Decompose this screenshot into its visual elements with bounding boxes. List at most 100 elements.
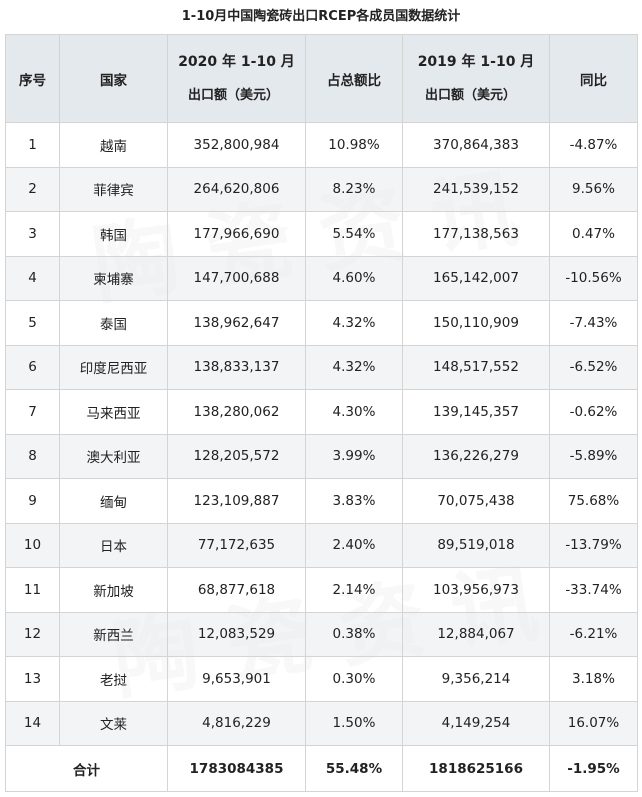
- cell-2020-value: 9,653,901: [167, 656, 306, 702]
- cell-2020-value: 4,816,229: [167, 700, 306, 746]
- cell-2019-value: 165,142,007: [402, 255, 550, 301]
- header-country: 国家: [59, 34, 168, 123]
- table-row: 13 老挝 9,653,901 0.30% 9,356,214 3.18%: [5, 656, 638, 702]
- cell-country: 马来西亚: [59, 389, 168, 435]
- cell-index: 1: [5, 122, 60, 168]
- cell-2020-value: 264,620,806: [167, 166, 306, 212]
- cell-index: 2: [5, 166, 60, 212]
- cell-yoy: -4.87%: [549, 122, 638, 168]
- cell-2020-value: 123,109,887: [167, 478, 306, 524]
- cell-yoy: -5.89%: [549, 433, 638, 479]
- cell-index: 4: [5, 255, 60, 301]
- cell-yoy: 0.47%: [549, 211, 638, 257]
- cell-index: 3: [5, 211, 60, 257]
- cell-yoy: 16.07%: [549, 700, 638, 746]
- table-row: 10 日本 77,172,635 2.40% 89,519,018 -13.79%: [5, 522, 638, 568]
- cell-share: 5.54%: [305, 211, 403, 257]
- cell-2019-value: 70,075,438: [402, 478, 550, 524]
- table-row: 12 新西兰 12,083,529 0.38% 12,884,067 -6.21%: [5, 611, 638, 657]
- header-2020: 2020 年 1-10 月 出口额（美元）: [167, 34, 306, 123]
- cell-share: 1.50%: [305, 700, 403, 746]
- cell-2020-value: 352,800,984: [167, 122, 306, 168]
- header-2020-unit: 出口额（美元）: [188, 87, 280, 103]
- cell-share: 10.98%: [305, 122, 403, 168]
- cell-2020-value: 138,833,137: [167, 344, 306, 390]
- cell-2020-value: 138,280,062: [167, 389, 306, 435]
- cell-index: 11: [5, 567, 60, 613]
- cell-index: 13: [5, 656, 60, 702]
- total-yoy: -1.95%: [549, 745, 638, 792]
- cell-2019-value: 139,145,357: [402, 389, 550, 435]
- cell-2019-value: 89,519,018: [402, 522, 550, 568]
- cell-share: 0.38%: [305, 611, 403, 657]
- total-2020: 1783084385: [167, 745, 306, 792]
- cell-2020-value: 128,205,572: [167, 433, 306, 479]
- header-2019: 2019 年 1-10 月 出口额（美元）: [402, 34, 550, 123]
- header-row: 序号 国家 2020 年 1-10 月 出口额（美元） 占总额比 2019 年 …: [5, 34, 638, 123]
- data-table: 序号 国家 2020 年 1-10 月 出口额（美元） 占总额比 2019 年 …: [5, 34, 638, 792]
- header-yoy: 同比: [549, 34, 638, 123]
- cell-index: 5: [5, 300, 60, 346]
- header-2020-year: 2020 年 1-10 月: [178, 53, 295, 70]
- cell-share: 0.30%: [305, 656, 403, 702]
- cell-country: 韩国: [59, 211, 168, 257]
- cell-share: 2.14%: [305, 567, 403, 613]
- cell-yoy: 75.68%: [549, 478, 638, 524]
- cell-country: 新加坡: [59, 567, 168, 613]
- cell-yoy: 3.18%: [549, 656, 638, 702]
- cell-index: 9: [5, 478, 60, 524]
- cell-2019-value: 12,884,067: [402, 611, 550, 657]
- cell-index: 10: [5, 522, 60, 568]
- cell-yoy: -10.56%: [549, 255, 638, 301]
- cell-2020-value: 77,172,635: [167, 522, 306, 568]
- table-row: 1 越南 352,800,984 10.98% 370,864,383 -4.87%: [5, 122, 638, 168]
- total-share: 55.48%: [305, 745, 403, 792]
- cell-share: 3.99%: [305, 433, 403, 479]
- cell-index: 14: [5, 700, 60, 746]
- total-2019: 1818625166: [402, 745, 550, 792]
- table-row: 2 菲律宾 264,620,806 8.23% 241,539,152 9.56%: [5, 166, 638, 212]
- cell-2019-value: 150,110,909: [402, 300, 550, 346]
- cell-index: 6: [5, 344, 60, 390]
- cell-share: 3.83%: [305, 478, 403, 524]
- cell-yoy: -0.62%: [549, 389, 638, 435]
- cell-index: 12: [5, 611, 60, 657]
- cell-share: 2.40%: [305, 522, 403, 568]
- cell-2019-value: 241,539,152: [402, 166, 550, 212]
- cell-country: 菲律宾: [59, 166, 168, 212]
- cell-country: 新西兰: [59, 611, 168, 657]
- table-row: 3 韩国 177,966,690 5.54% 177,138,563 0.47%: [5, 211, 638, 257]
- table-row: 8 澳大利亚 128,205,572 3.99% 136,226,279 -5.89%: [5, 433, 638, 479]
- cell-share: 4.30%: [305, 389, 403, 435]
- table-row: 4 柬埔寨 147,700,688 4.60% 165,142,007 -10.56%: [5, 255, 638, 301]
- cell-share: 4.32%: [305, 344, 403, 390]
- cell-share: 4.32%: [305, 300, 403, 346]
- cell-country: 日本: [59, 522, 168, 568]
- cell-2020-value: 12,083,529: [167, 611, 306, 657]
- table-row: 5 泰国 138,962,647 4.32% 150,110,909 -7.43%: [5, 300, 638, 346]
- total-row: 合计 1783084385 55.48% 1818625166 -1.95%: [5, 745, 638, 792]
- cell-2019-value: 9,356,214: [402, 656, 550, 702]
- cell-country: 老挝: [59, 656, 168, 702]
- cell-yoy: -6.52%: [549, 344, 638, 390]
- table-row: 11 新加坡 68,877,618 2.14% 103,956,973 -33.74%: [5, 567, 638, 613]
- cell-yoy: -6.21%: [549, 611, 638, 657]
- header-2019-year: 2019 年 1-10 月: [417, 53, 535, 70]
- cell-2019-value: 4,149,254: [402, 700, 550, 746]
- cell-share: 8.23%: [305, 166, 403, 212]
- table-row: 9 缅甸 123,109,887 3.83% 70,075,438 75.68%: [5, 478, 638, 524]
- cell-2019-value: 148,517,552: [402, 344, 550, 390]
- header-2019-unit: 出口额（美元）: [425, 87, 517, 103]
- header-share: 占总额比: [305, 34, 403, 123]
- table-row: 7 马来西亚 138,280,062 4.30% 139,145,357 -0.62%: [5, 389, 638, 435]
- cell-country: 缅甸: [59, 478, 168, 524]
- cell-2019-value: 103,956,973: [402, 567, 550, 613]
- cell-share: 4.60%: [305, 255, 403, 301]
- cell-country: 泰国: [59, 300, 168, 346]
- cell-2019-value: 177,138,563: [402, 211, 550, 257]
- cell-country: 越南: [59, 122, 168, 168]
- cell-2020-value: 138,962,647: [167, 300, 306, 346]
- cell-country: 柬埔寨: [59, 255, 168, 301]
- cell-2019-value: 136,226,279: [402, 433, 550, 479]
- cell-yoy: -33.74%: [549, 567, 638, 613]
